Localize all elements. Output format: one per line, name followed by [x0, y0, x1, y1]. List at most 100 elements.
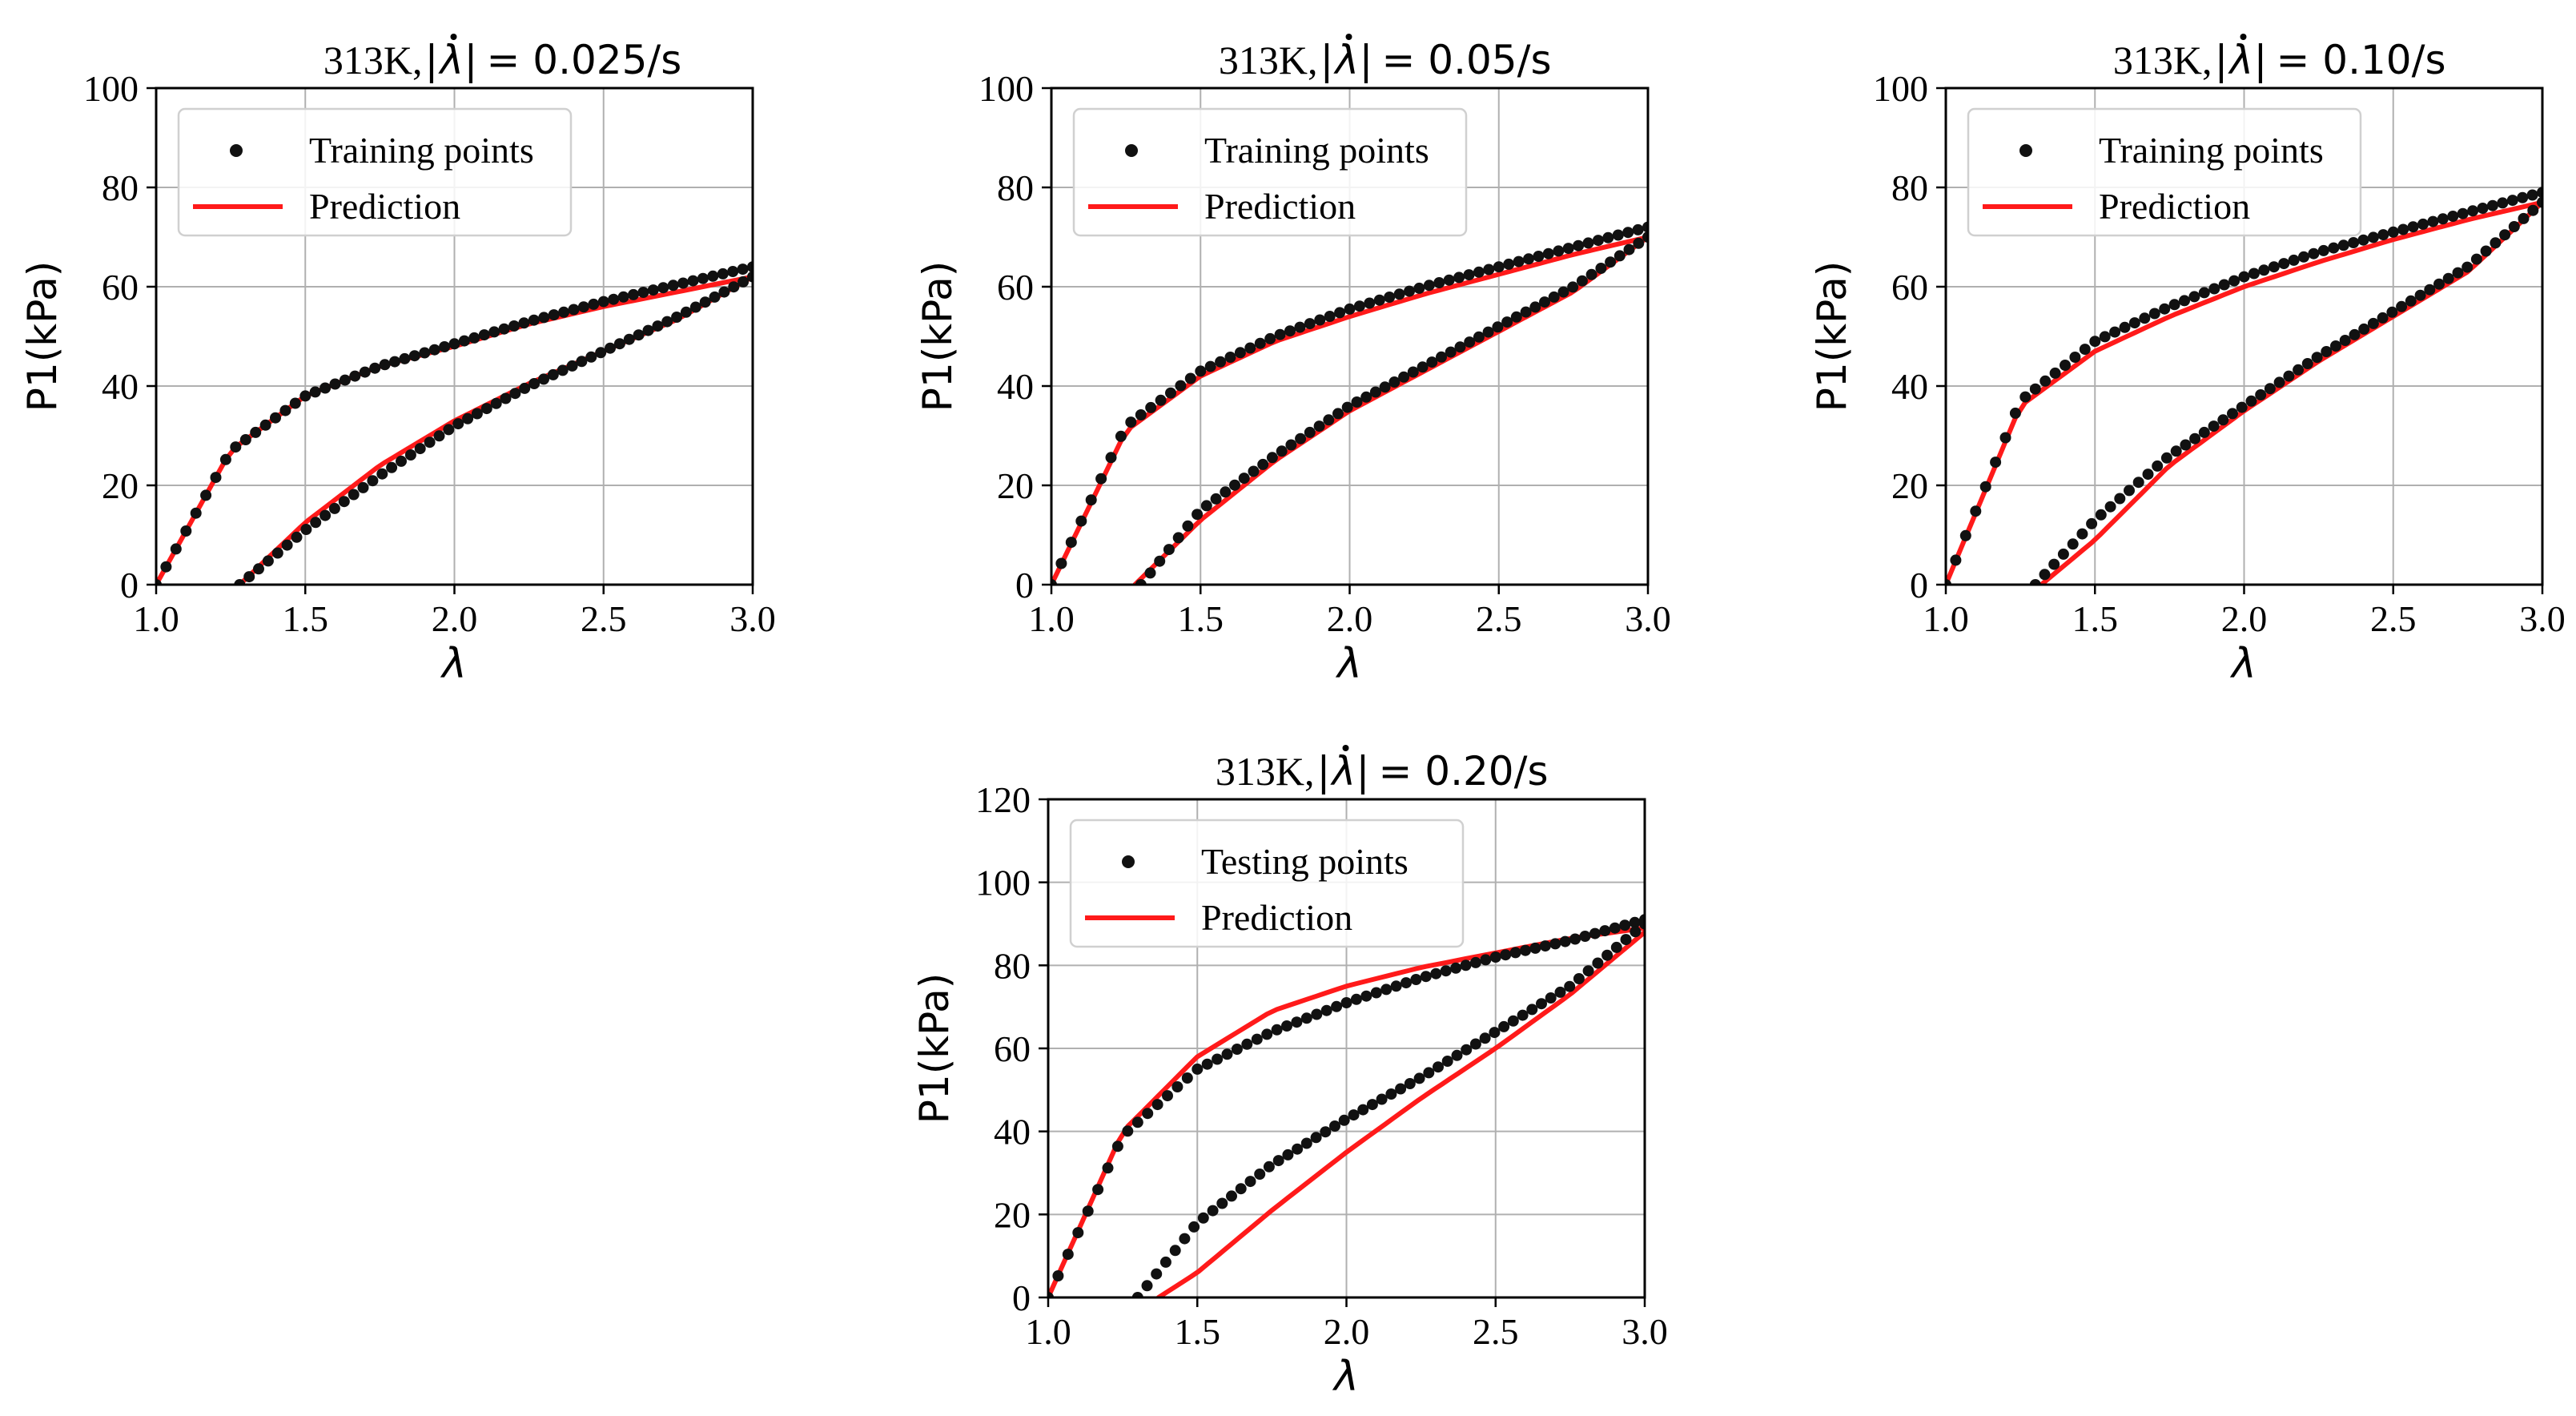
title-rate: = 0.025/s [487, 37, 682, 83]
data-point-unloading [414, 443, 426, 455]
data-point-unloading [2367, 317, 2379, 329]
data-point-unloading [2452, 267, 2464, 279]
data-point-loading [2060, 360, 2071, 371]
data-point-unloading [2396, 300, 2408, 312]
data-point-unloading [1313, 420, 1325, 432]
axes-frame [1944, 86, 2544, 586]
chart-title: 313K, | λ | = 0.10/s [2113, 34, 2446, 83]
data-point-unloading [2414, 289, 2426, 301]
x-tick-label: 2.0 [1327, 598, 1373, 639]
data-point-unloading [1557, 286, 1569, 298]
data-point-unloading [1479, 1032, 1491, 1044]
data-point-unloading [547, 368, 559, 380]
data-point-loading [1224, 352, 1236, 363]
data-point-unloading [1192, 509, 1204, 521]
data-point-loading [747, 261, 753, 273]
data-point-unloading [1238, 473, 1250, 485]
data-point-unloading [1582, 965, 1594, 977]
data-point-loading [1410, 974, 1422, 985]
data-point-loading [2537, 187, 2542, 199]
data-point-unloading [1601, 949, 1614, 961]
y-tick-label: 40 [994, 1112, 1031, 1153]
data-point-loading [1529, 942, 1541, 954]
data-point-loading [1065, 537, 1077, 549]
data-point-loading [1473, 266, 1485, 278]
data-point-unloading [642, 324, 654, 336]
data-point-unloading [652, 320, 664, 332]
data-point-unloading [1248, 465, 1260, 477]
data-point-loading [1350, 993, 1362, 1005]
legend-box [1072, 107, 1468, 237]
data-point-loading [2268, 261, 2280, 273]
data-point-loading [707, 270, 719, 282]
data-point-unloading [1266, 452, 1278, 464]
data-point-unloading [1282, 1148, 1294, 1161]
data-point-unloading [2490, 237, 2502, 249]
data-point-loading [1433, 277, 1445, 288]
series-group [156, 261, 753, 585]
data-point-unloading [2160, 452, 2172, 464]
data-point-unloading [1188, 1221, 1200, 1233]
data-point-unloading [2104, 501, 2116, 513]
data-point-loading [1946, 579, 1951, 585]
title-rate: = 0.20/s [1379, 748, 1549, 794]
data-point-unloading [1507, 1015, 1519, 1027]
data-point-loading [2367, 231, 2379, 243]
data-point-unloading [2029, 579, 2041, 585]
title-abs-bar-right: | [464, 37, 478, 83]
y-tick-label: 60 [102, 267, 139, 308]
data-point-loading [1165, 387, 1176, 399]
data-point-loading [1125, 416, 1137, 428]
data-point-loading [1360, 990, 1372, 1002]
data-point-unloading [1272, 1155, 1284, 1167]
data-point-loading [170, 543, 182, 555]
legend-label-points: Testing points [1201, 841, 1409, 882]
data-point-unloading [1539, 296, 1550, 308]
data-point-unloading [1292, 1143, 1304, 1155]
y-tick-label: 0 [1910, 565, 1928, 605]
chart-panel-2: 1.0 1.5 2.0 2.5 3.0 0 20 40 60 80 100 Training poin… [914, 34, 1671, 688]
data-point-unloading [386, 461, 398, 473]
legend-box [1069, 819, 1465, 948]
data-point-unloading [471, 408, 483, 420]
data-point-unloading [1320, 1126, 1332, 1138]
y-tick-label: 100 [83, 68, 139, 109]
data-point-unloading [2330, 340, 2341, 352]
data-point-unloading [2152, 460, 2164, 472]
data-point-loading [1051, 579, 1057, 585]
axes-frame [1047, 798, 1646, 1299]
data-point-loading [1300, 1012, 1312, 1024]
data-point-unloading [1526, 1004, 1538, 1016]
data-point-loading [1509, 947, 1521, 959]
data-point-unloading [1633, 237, 1645, 249]
data-point-loading [349, 370, 361, 382]
data-point-loading [2029, 383, 2041, 395]
data-point-unloading [2264, 383, 2276, 395]
data-point-unloading [1554, 986, 1566, 998]
data-point-unloading [2442, 272, 2454, 284]
data-point-loading [1162, 1090, 1173, 1102]
data-point-unloading [576, 356, 588, 368]
data-point-loading [2238, 271, 2250, 283]
data-point-unloading [2039, 569, 2051, 581]
prediction-line-unloading [1132, 235, 1648, 585]
data-point-loading [1533, 251, 1545, 262]
data-point-loading [548, 309, 560, 321]
data-point-unloading [1404, 1078, 1416, 1089]
data-point-unloading [623, 333, 635, 345]
title-dot-accent [450, 34, 457, 40]
data-point-loading [2526, 189, 2538, 201]
data-point-loading [1990, 457, 2002, 469]
x-tick-label: 1.5 [2072, 598, 2119, 639]
data-point-loading [1304, 318, 1316, 330]
data-point-unloading [2527, 204, 2539, 216]
data-point-loading [1215, 356, 1227, 368]
y-tick-label: 80 [997, 167, 1034, 208]
data-point-loading [1105, 452, 1117, 464]
data-point-unloading [1461, 1044, 1473, 1056]
data-point-loading [1254, 337, 1266, 349]
data-point-loading [2278, 258, 2290, 270]
data-point-unloading [2227, 408, 2238, 420]
data-point-unloading [1501, 316, 1513, 328]
data-point-loading [2397, 223, 2409, 235]
